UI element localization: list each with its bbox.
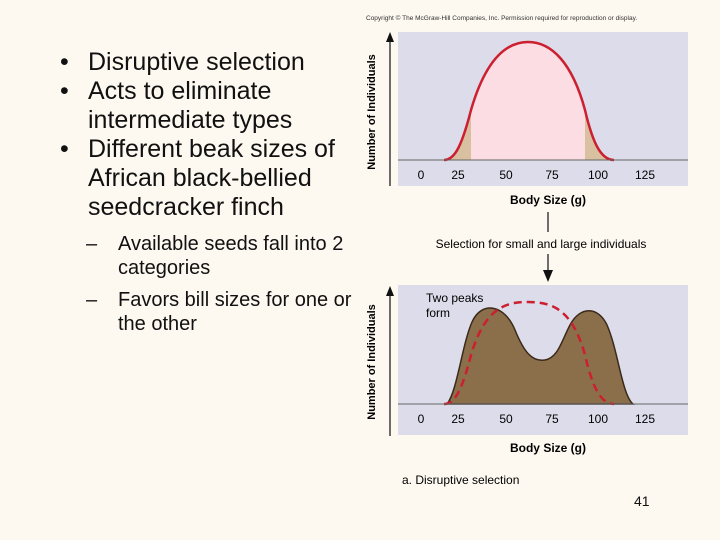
top-tick-label: 100	[588, 168, 608, 182]
bottom-tick-label: 0	[418, 412, 425, 426]
bullet-text: Acts to eliminate intermediate types	[88, 77, 293, 134]
top-y-axis-arrowhead	[386, 32, 394, 42]
sub-bullet-dash: –	[86, 233, 98, 255]
bullet-list: • Disruptive selection • Acts to elimina…	[56, 48, 356, 344]
top-left-tail-fill	[444, 110, 471, 160]
bottom-bimodal-fill	[445, 307, 636, 405]
top-tick-label: 75	[545, 168, 559, 182]
bullet-text: Disruptive selection	[88, 48, 305, 76]
page-number: 41	[634, 493, 650, 509]
figure-caption: a. Disruptive selection	[402, 473, 519, 487]
bottom-y-axis-label: Number of Individuals	[366, 304, 378, 420]
bullet-item: • Different beak sizes of African black-…	[56, 135, 356, 222]
top-x-axis-label: Body Size (g)	[510, 193, 586, 207]
sub-bullet-list: – Available seeds fall into 2 categories…	[56, 232, 356, 336]
annotation-line-2: form	[426, 306, 450, 320]
top-middle-fill	[471, 42, 585, 160]
sub-bullet-text: Available seeds fall into 2 categories	[118, 233, 344, 279]
top-tick-label: 50	[499, 168, 513, 182]
arrow-head	[543, 270, 553, 282]
bullet-dot: •	[60, 77, 69, 105]
bullet-dot: •	[60, 48, 69, 76]
bullet-item: • Disruptive selection	[56, 48, 356, 77]
top-tick-label: 25	[451, 168, 465, 182]
bottom-tick-label: 50	[499, 412, 513, 426]
sub-bullet-item: – Favors bill sizes for one or the other	[86, 288, 356, 336]
top-y-axis-label: Number of Individuals	[366, 54, 378, 170]
sub-bullet-text: Favors bill sizes for one or the other	[118, 289, 352, 335]
top-right-tail-fill	[585, 110, 614, 160]
bottom-tick-label: 25	[451, 412, 465, 426]
top-tick-label: 0	[418, 168, 425, 182]
sub-bullet-item: – Available seeds fall into 2 categories	[86, 232, 356, 280]
bottom-tick-label: 125	[635, 412, 655, 426]
bottom-tick-label: 75	[545, 412, 559, 426]
selection-arrow-label: Selection for small and large individual…	[436, 237, 647, 251]
top-bell-curve	[443, 40, 615, 162]
bullet-item: • Acts to eliminate intermediate types	[56, 77, 356, 135]
bottom-original-dashed-curve	[443, 300, 615, 406]
bottom-x-axis-label: Body Size (g)	[510, 441, 586, 455]
top-tick-label: 125	[635, 168, 655, 182]
annotation-line-1: Two peaks	[426, 291, 483, 305]
bullet-text: Different beak sizes of African black-be…	[88, 135, 335, 221]
sub-bullet-dash: –	[86, 289, 98, 311]
bottom-tick-label: 100	[588, 412, 608, 426]
bullet-dot: •	[60, 135, 69, 163]
bottom-y-axis-arrowhead	[386, 286, 394, 296]
copyright-notice: Copyright © The McGraw-Hill Companies, I…	[366, 15, 638, 22]
two-peaks-annotation: Two peaks form	[426, 291, 487, 320]
